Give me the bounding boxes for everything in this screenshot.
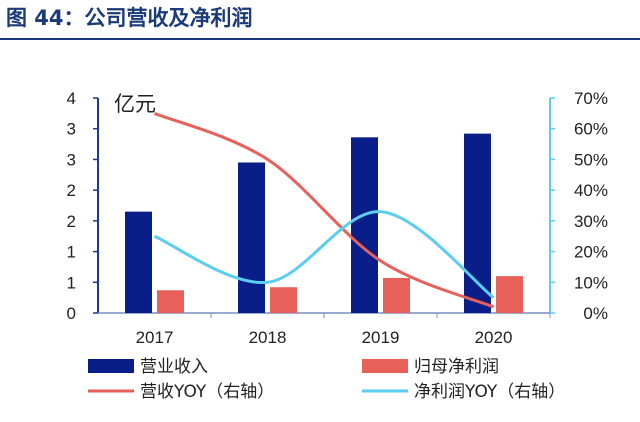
left-tick-label: 3 bbox=[67, 120, 76, 139]
chart-bars bbox=[125, 133, 523, 313]
left-tick-label: 2 bbox=[67, 181, 76, 200]
legend-label: 净利润YOY（右轴） bbox=[414, 382, 565, 402]
left-tick-label: 4 bbox=[67, 89, 76, 108]
right-tick-label: 60% bbox=[574, 120, 608, 139]
left-tick-label: 1 bbox=[67, 243, 76, 262]
x-tick-label: 2018 bbox=[249, 328, 287, 347]
x-tick-label: 2019 bbox=[362, 328, 400, 347]
right-tick-label: 0% bbox=[583, 304, 608, 323]
title-underline bbox=[0, 38, 640, 40]
left-tick-label: 0 bbox=[67, 304, 76, 323]
bar-net-profit bbox=[157, 290, 184, 313]
left-tick-label: 2 bbox=[67, 212, 76, 231]
bar-revenue bbox=[238, 162, 265, 313]
line-net-profit-yoy bbox=[153, 210, 495, 299]
chart-title: 图 44：公司营收及净利润 bbox=[6, 6, 253, 30]
bar-revenue bbox=[351, 137, 378, 313]
right-tick-label: 50% bbox=[574, 150, 608, 169]
y-unit-label: 亿元 bbox=[114, 92, 156, 116]
right-tick-label: 40% bbox=[574, 181, 608, 200]
left-tick-label: 1 bbox=[67, 273, 76, 292]
legend-swatch bbox=[362, 359, 408, 373]
left-tick-label: 3 bbox=[67, 150, 76, 169]
right-tick-label: 70% bbox=[574, 89, 608, 108]
chart-lines bbox=[153, 111, 495, 309]
line-revenue-yoy bbox=[153, 111, 495, 309]
bar-revenue bbox=[464, 133, 491, 313]
x-tick-label: 2017 bbox=[136, 328, 174, 347]
legend-label: 归母净利润 bbox=[414, 357, 499, 377]
right-tick-label: 20% bbox=[574, 243, 608, 262]
right-tick-label: 30% bbox=[574, 212, 608, 231]
x-tick-label: 2020 bbox=[475, 328, 513, 347]
bar-net-profit bbox=[383, 277, 410, 313]
legend-swatch bbox=[88, 359, 134, 373]
legend-label: 营业收入 bbox=[140, 357, 208, 377]
bar-net-profit bbox=[270, 287, 297, 313]
legend-label: 营收YOY（右轴） bbox=[140, 382, 274, 402]
bar-revenue bbox=[125, 211, 152, 313]
right-tick-label: 10% bbox=[574, 273, 608, 292]
bar-net-profit bbox=[496, 276, 523, 313]
